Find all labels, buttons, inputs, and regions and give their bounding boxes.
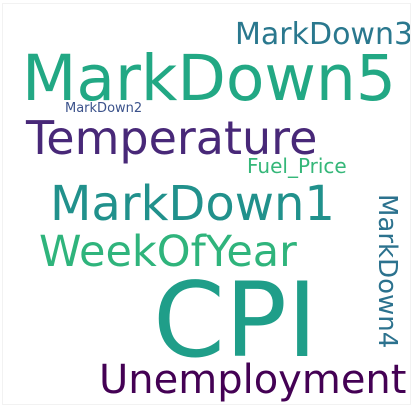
word-fuel-price: Fuel_Price <box>247 154 347 178</box>
word-weekofyear: WeekOfYear <box>39 227 297 277</box>
wordcloud: MarkDown3 MarkDown5 MarkDown2 Temperatur… <box>3 4 410 404</box>
word-markdown4: MarkDown4 <box>372 194 402 349</box>
word-markdown2: MarkDown2 <box>65 101 143 116</box>
word-unemployment: Unemployment <box>99 357 407 403</box>
word-cpi: CPI <box>153 261 318 381</box>
word-markdown5: MarkDown5 <box>22 42 396 115</box>
word-markdown1: MarkDown1 <box>50 176 335 232</box>
wordcloud-frame: MarkDown3 MarkDown5 MarkDown2 Temperatur… <box>3 4 410 404</box>
word-markdown3: MarkDown3 <box>235 17 410 52</box>
word-temperature: Temperature <box>26 111 318 165</box>
